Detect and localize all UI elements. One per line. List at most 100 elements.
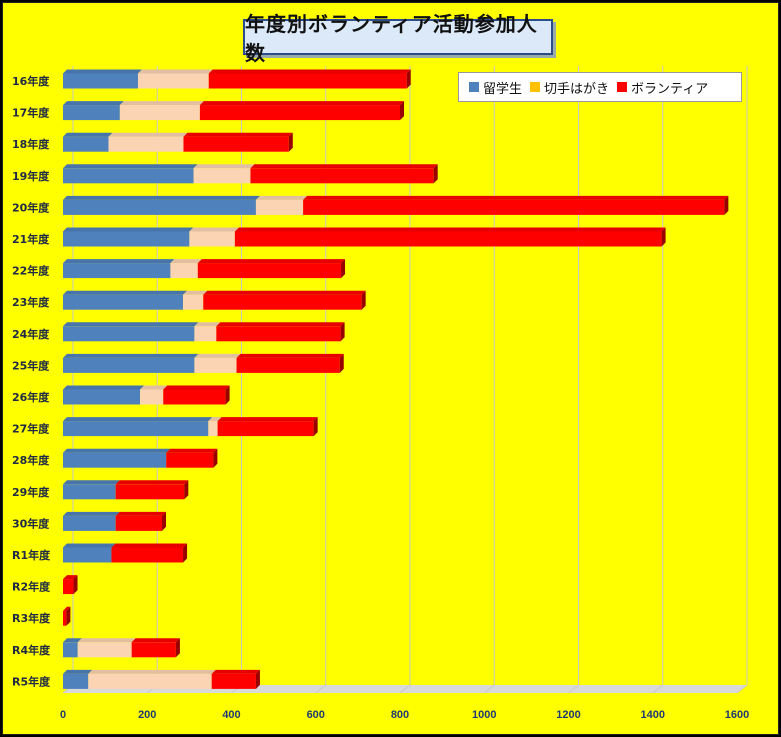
- bar-top: [63, 290, 188, 295]
- grid-line-floor: [483, 684, 495, 694]
- category-label: 23年度: [12, 295, 50, 309]
- bar: [63, 231, 190, 247]
- legend-swatch-1: [530, 82, 541, 92]
- category-label: 30年度: [12, 516, 50, 530]
- grid-line-floor: [736, 684, 748, 694]
- category-label: 19年度: [12, 169, 50, 183]
- bar: [216, 326, 341, 342]
- bar: [183, 294, 204, 310]
- bar-top: [197, 259, 346, 264]
- bar: [63, 484, 116, 500]
- bar: [63, 642, 78, 658]
- bar-side: [661, 227, 666, 247]
- bar: [63, 515, 116, 531]
- bar-top: [119, 101, 204, 106]
- chart-title-box: 年度別ボランティア活動参加人数: [243, 12, 553, 65]
- bar-side: [400, 101, 404, 121]
- bar-side: [724, 195, 729, 215]
- bar-top: [77, 638, 136, 643]
- category-label: 20年度: [12, 200, 50, 214]
- grid-line-floor: [652, 684, 664, 694]
- x-tick-label: 1000: [472, 709, 496, 721]
- bar: [255, 199, 304, 215]
- bar-top: [63, 417, 213, 422]
- bar-top: [131, 638, 180, 643]
- bar-top: [63, 132, 113, 137]
- bar: [208, 421, 218, 437]
- bar-top: [63, 227, 194, 232]
- bar-side: [183, 543, 188, 563]
- bar-side: [161, 511, 166, 531]
- bar-side: [361, 290, 366, 310]
- bar-top: [170, 259, 202, 264]
- bar: [63, 421, 209, 437]
- bar: [217, 421, 314, 437]
- bar-top: [211, 669, 260, 674]
- bar-top: [63, 353, 199, 358]
- bar-top: [111, 543, 188, 548]
- bar-top: [217, 417, 318, 422]
- bar-top: [303, 195, 729, 200]
- bar: [137, 73, 209, 89]
- legend-swatch-2: [617, 82, 628, 92]
- bar-top: [255, 195, 308, 200]
- bar: [88, 673, 212, 689]
- bar-top: [137, 69, 213, 74]
- x-tick-label: 200: [138, 709, 156, 721]
- bar-top: [63, 511, 120, 516]
- bar: [170, 263, 198, 279]
- bar-top: [208, 69, 411, 74]
- x-tick-label: 1400: [641, 709, 665, 721]
- bar: [63, 263, 171, 279]
- grid-line-floor: [568, 684, 579, 694]
- x-tick-label: 0: [60, 709, 66, 721]
- bar-side: [184, 480, 189, 500]
- bar-top: [63, 638, 82, 643]
- bar-top: [63, 259, 175, 264]
- bar-top: [63, 101, 124, 106]
- bar-side: [225, 385, 230, 405]
- bar-top: [115, 480, 189, 485]
- bar: [63, 673, 89, 689]
- bar-top: [208, 417, 222, 422]
- bar-top: [199, 101, 404, 106]
- category-label: 22年度: [12, 264, 50, 278]
- bar: [193, 168, 251, 184]
- bar: [63, 452, 167, 468]
- category-label: 28年度: [12, 453, 50, 467]
- bar-top: [194, 322, 221, 327]
- x-tick-label: 800: [391, 709, 409, 721]
- category-label: 25年度: [12, 358, 50, 372]
- bar: [108, 136, 184, 152]
- bar-top: [193, 164, 255, 169]
- legend-label-2: ボランティア: [631, 81, 709, 97]
- bar-side: [288, 132, 293, 152]
- bar-top: [189, 227, 239, 232]
- bar-side: [73, 575, 78, 595]
- bar-top: [63, 480, 120, 485]
- bar: [197, 263, 342, 279]
- bar: [303, 199, 725, 215]
- bar-top: [63, 69, 142, 74]
- bar-top: [163, 385, 230, 390]
- bar-top: [250, 164, 438, 169]
- bar-side: [213, 448, 218, 468]
- x-tick-label: 400: [222, 709, 240, 721]
- legend-label-0: 留学生: [483, 81, 523, 97]
- bar: [140, 389, 164, 405]
- legend-item-2: ボランティア: [617, 78, 708, 97]
- bar: [63, 199, 256, 215]
- bar: [234, 231, 662, 247]
- bar: [166, 452, 214, 468]
- category-label: R5年度: [12, 674, 51, 688]
- bar: [63, 73, 138, 89]
- grid-line-floor: [315, 684, 327, 694]
- bar: [183, 136, 289, 152]
- bar: [63, 168, 194, 184]
- bar: [119, 105, 200, 121]
- bar-top: [236, 353, 344, 358]
- bar-top: [183, 132, 293, 137]
- bar: [208, 73, 407, 89]
- bar-side: [66, 606, 71, 626]
